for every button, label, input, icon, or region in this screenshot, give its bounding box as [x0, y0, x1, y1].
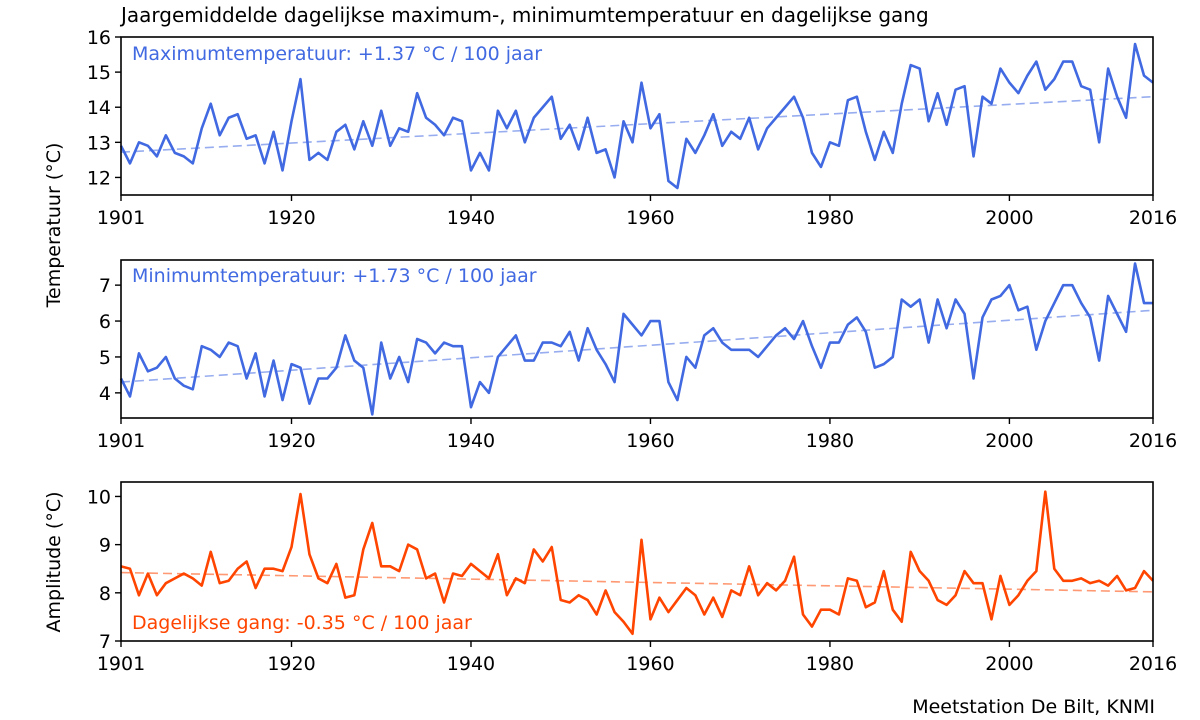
min-temp-x-tick-label: 1960 — [626, 430, 674, 452]
amplitude-trend-line — [120, 571, 1154, 593]
max-temp-x-tick-label: 2000 — [985, 207, 1033, 229]
max-temp-x-tick-label: 1960 — [626, 207, 674, 229]
min-temp-panel: 1901 1920 1940 1960 1980 2000 2016 4 5 6 7 Minimumt… — [97, 259, 1177, 452]
amplitude-plot-frame — [120, 481, 1154, 642]
max-temp-panel: 1901 1920 1940 1960 1980 2000 2016 12 13 14 15 16 Ma… — [87, 27, 1177, 229]
min-temp-y-tick-label: 5 — [99, 347, 111, 369]
amplitude-x-tick-label: 1940 — [447, 653, 495, 675]
max-temp-x-tick-label: 1901 — [97, 207, 145, 229]
max-temp-trend-annotation: Maximumtemperatuur: +1.37 °C / 100 jaar — [132, 43, 542, 65]
max-temp-y-tick-label: 15 — [87, 62, 111, 84]
max-temp-y-tick-label: 16 — [87, 27, 111, 49]
min-temp-x-tick-label: 2000 — [985, 430, 1033, 452]
amplitude-panel: 1901 1920 1940 1960 1980 2000 2016 7 8 9 10 Dagelij… — [87, 481, 1177, 675]
amplitude-x-tick-label: 1980 — [806, 653, 854, 675]
amplitude-x-tick-label: 1960 — [626, 653, 674, 675]
amplitude-x-tick-label: 1920 — [267, 653, 315, 675]
max-temp-x-tick-label: 1940 — [447, 207, 495, 229]
amplitude-axis-label: Amplitude (°C) — [43, 492, 65, 633]
max-temp-series-line — [119, 42, 1154, 190]
amplitude-y-tick-label: 10 — [87, 486, 111, 508]
max-temp-y-tick-label: 14 — [87, 97, 111, 119]
max-temp-y-tick-label: 13 — [87, 132, 111, 154]
amplitude-y-tick-label: 9 — [99, 535, 111, 557]
amplitude-x-tick-label: 1901 — [97, 653, 145, 675]
min-temp-x-tick-label: 1901 — [97, 430, 145, 452]
max-temp-plot-frame — [120, 36, 1154, 196]
amplitude-series-line — [120, 490, 1154, 636]
min-temp-x-tick-label: 2016 — [1129, 430, 1177, 452]
temperature-axis-label: Temperatuur (°C) — [43, 143, 65, 309]
min-temp-x-tick-label: 1980 — [806, 430, 854, 452]
min-temp-x-tick-label: 1920 — [267, 430, 315, 452]
amplitude-trend-annotation: Dagelijkse gang: -0.35 °C / 100 jaar — [132, 612, 472, 634]
amplitude-y-tick-label: 8 — [99, 583, 111, 605]
min-temp-y-tick-label: 6 — [99, 311, 111, 333]
station-credit: Meetstation De Bilt, KNMI — [912, 696, 1155, 718]
amplitude-y-tick-label: 7 — [99, 631, 111, 653]
min-temp-y-tick-label: 7 — [99, 275, 111, 297]
figure-title: Jaargemiddelde dagelijkse maximum-, mini… — [119, 3, 929, 27]
min-temp-trend-annotation: Minimumtemperatuur: +1.73 °C / 100 jaar — [132, 265, 537, 287]
amplitude-x-tick-label: 2000 — [985, 653, 1033, 675]
min-temp-series-line — [119, 262, 1153, 416]
min-temp-y-tick-label: 4 — [99, 383, 111, 405]
max-temp-y-tick-label: 12 — [87, 167, 111, 189]
amplitude-x-tick-label: 2016 — [1129, 653, 1177, 675]
max-temp-x-tick-label: 1980 — [806, 207, 854, 229]
min-temp-x-tick-label: 1940 — [447, 430, 495, 452]
max-temp-x-tick-label: 1920 — [267, 207, 315, 229]
max-temp-x-tick-label: 2016 — [1129, 207, 1177, 229]
min-temp-plot-frame — [120, 259, 1154, 419]
